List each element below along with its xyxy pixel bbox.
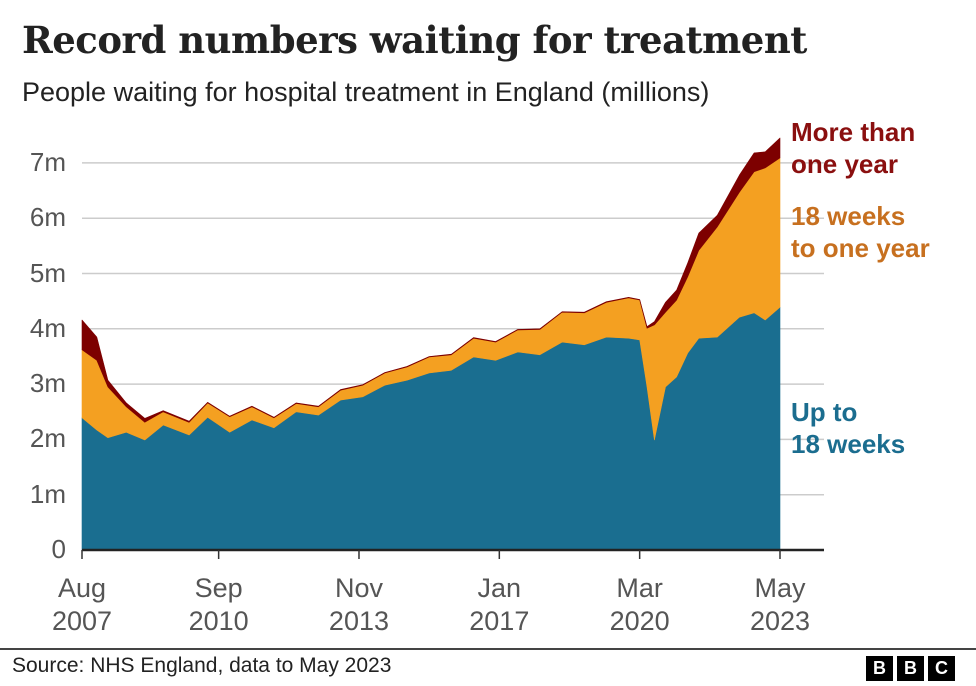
y-tick-label: 2m [29,423,66,454]
y-tick-label: 4m [29,312,66,343]
chart-subtitle: People waiting for hospital treatment in… [22,77,710,107]
stacked-area-chart [81,137,824,559]
x-tick-month: Aug [57,573,107,603]
label-line: one year [791,149,898,179]
logo-letter: B [897,656,924,681]
x-tick-label: Aug 2007 [27,572,137,638]
y-tick-label: 0 [51,534,66,564]
logo-letter: C [928,656,955,681]
x-tick-month: Sep [194,573,243,603]
x-tick-label: Jan 2017 [444,572,554,638]
y-tick-label: 7m [29,146,66,177]
series-label-up-to-18-weeks: Up to 18 weeks [791,396,905,460]
series-label-18-weeks-to-one-year: 18 weeks to one year [791,200,930,264]
source-note: Source: NHS England, data to May 2023 [12,654,392,677]
x-tick-month: Jan [477,573,522,603]
y-tick-label: 3m [29,368,66,399]
x-tick-year: 2013 [328,606,389,636]
x-tick-month: Nov [334,573,383,603]
x-tick-month: Mar [616,573,663,603]
bbc-logo: B B C [866,656,955,681]
x-tick-month: May [754,573,806,603]
y-tick-label: 1m [29,478,66,509]
y-tick-label: 5m [29,257,66,288]
label-line: to one year [791,233,930,263]
x-tick-label: Mar 2020 [585,572,695,638]
x-tick-label: Sep 2010 [164,572,274,638]
x-tick-year: 2007 [51,606,113,636]
area-more-than-one-year [81,137,781,423]
label-line: 18 weeks [791,201,906,231]
x-tick-label: Nov 2013 [304,572,414,638]
x-tick-year: 2010 [188,606,249,636]
x-tick-year: 2023 [749,606,811,636]
x-tick-year: 2020 [609,606,670,636]
x-tick-year: 2017 [469,606,530,636]
label-line: 18 weeks [791,429,906,459]
series-label-over-one-year: More than one year [791,116,915,180]
footer-divider [0,648,976,650]
label-line: More than [791,117,916,147]
label-line: Up to [791,397,858,427]
logo-letter: B [866,656,893,681]
x-tick-label: May 2023 [725,572,835,638]
chart-title: Record numbers waiting for treatment [22,18,807,62]
y-tick-label: 6m [29,202,66,233]
